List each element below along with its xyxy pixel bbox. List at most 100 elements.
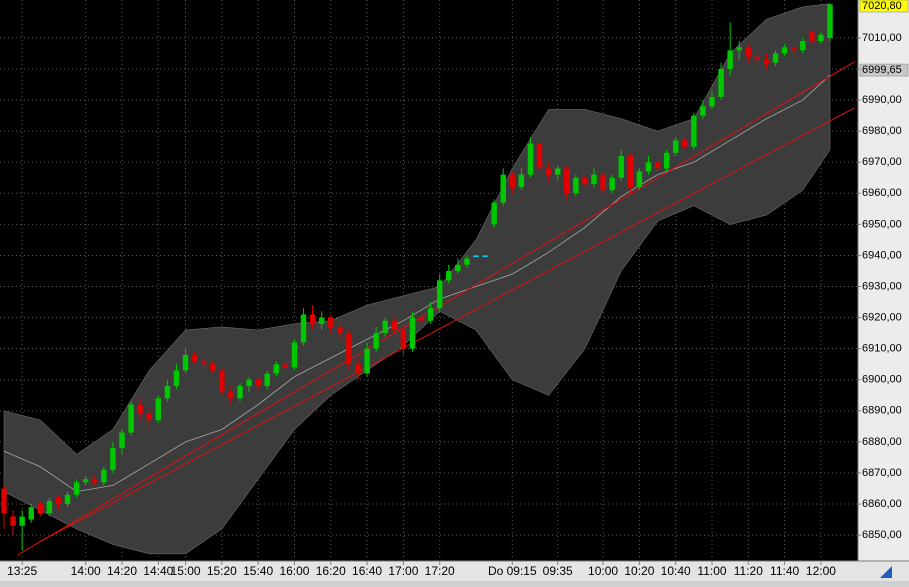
candle-body bbox=[128, 404, 134, 433]
candle-body bbox=[373, 333, 379, 349]
y-tick-label: 6870,00 bbox=[862, 467, 902, 479]
candle-body bbox=[10, 516, 16, 526]
candle-body bbox=[46, 500, 53, 514]
candle-body bbox=[754, 56, 761, 60]
candle-body bbox=[200, 361, 207, 365]
y-tick-label: 6890,00 bbox=[862, 405, 902, 417]
candle-body bbox=[573, 177, 579, 194]
x-tick-label: 11:00 bbox=[697, 564, 726, 578]
candle-body bbox=[464, 258, 470, 265]
candle-body bbox=[709, 96, 715, 107]
candle-body bbox=[1, 488, 7, 514]
candle-body bbox=[355, 364, 361, 374]
candle-body bbox=[228, 392, 234, 399]
candle-body bbox=[800, 41, 806, 51]
candle-body bbox=[554, 168, 561, 175]
candle-body bbox=[618, 156, 624, 178]
candle-body bbox=[328, 317, 334, 327]
candle-body bbox=[119, 432, 125, 449]
candle-body bbox=[155, 398, 162, 421]
marks-layer bbox=[1, 3, 833, 551]
candle-body bbox=[654, 162, 661, 169]
x-tick-label: 11:20 bbox=[734, 564, 763, 578]
candle-body bbox=[727, 50, 733, 69]
y-tick-label: 6910,00 bbox=[862, 343, 902, 355]
price-label-box bbox=[859, 0, 909, 13]
candle-body bbox=[591, 174, 597, 184]
labels-layer: 6850,00 6860,00 6870,00 6880,00 6890,00 6900,… bbox=[7, 0, 909, 578]
x-tick-label: 17:20 bbox=[425, 564, 455, 578]
x-tick-label: 14:40 bbox=[143, 564, 173, 578]
x-tick-label: 15:40 bbox=[243, 564, 273, 578]
candle-body bbox=[790, 47, 797, 51]
candle-body bbox=[318, 317, 325, 324]
candle-body bbox=[446, 270, 452, 281]
candle-body bbox=[582, 177, 588, 184]
candle-body bbox=[700, 106, 706, 116]
candle-body bbox=[64, 494, 71, 505]
x-tick-label: 14:00 bbox=[71, 564, 101, 578]
candle-body bbox=[482, 255, 488, 257]
candle-body bbox=[636, 171, 643, 188]
candle-body bbox=[37, 504, 44, 514]
x-tick-label: 09:35 bbox=[543, 564, 573, 578]
price-label-box bbox=[859, 63, 909, 77]
candle-body bbox=[173, 370, 180, 386]
candle-body bbox=[691, 115, 697, 147]
candle-body bbox=[255, 379, 261, 386]
x-tick-label: 10:20 bbox=[624, 564, 654, 578]
candle-body bbox=[827, 4, 833, 38]
candle-body bbox=[191, 354, 198, 362]
y-tick-label: 6900,00 bbox=[862, 374, 902, 386]
candle-body bbox=[509, 174, 516, 188]
candle-body bbox=[627, 156, 634, 188]
candle-body bbox=[545, 168, 552, 175]
candle-body bbox=[745, 47, 752, 57]
band-middle bbox=[3, 74, 831, 493]
candle-body bbox=[682, 140, 688, 147]
candle-body bbox=[609, 177, 615, 191]
y-tick-label: 6920,00 bbox=[862, 312, 902, 324]
candle-body bbox=[645, 162, 652, 172]
candle-body bbox=[391, 320, 398, 331]
candle-body bbox=[473, 255, 479, 257]
candle-body bbox=[500, 174, 506, 203]
candle-body bbox=[73, 482, 80, 495]
bands-layer bbox=[3, 3, 855, 556]
candle-body bbox=[772, 53, 779, 63]
candle-body bbox=[364, 348, 370, 374]
candle-body bbox=[564, 168, 570, 194]
x-tick-label: 16:40 bbox=[352, 564, 382, 578]
y-tick-label: 6950,00 bbox=[862, 218, 902, 230]
x-tick-label: 11:40 bbox=[770, 564, 799, 578]
candle-body bbox=[309, 314, 316, 324]
price-label: 7020,80 bbox=[862, 0, 902, 12]
y-tick-label: 6930,00 bbox=[862, 280, 902, 292]
candle-body bbox=[409, 317, 416, 349]
candle-body bbox=[55, 497, 62, 505]
candle-body bbox=[264, 373, 270, 386]
y-tick-label: 6880,00 bbox=[862, 436, 902, 448]
y-axis-background bbox=[858, 0, 909, 561]
candle-body bbox=[491, 202, 497, 225]
x-tick-label: 17:00 bbox=[388, 564, 418, 578]
scroll-icon[interactable] bbox=[880, 566, 892, 578]
candle-body bbox=[110, 448, 116, 470]
candle-body bbox=[300, 314, 307, 343]
sheet-tab-bar bbox=[0, 581, 909, 587]
x-tick-label: 13:25 bbox=[7, 564, 37, 578]
candle-body bbox=[182, 354, 189, 371]
candle-body bbox=[736, 47, 742, 51]
x-tick-label: 15:20 bbox=[207, 564, 237, 578]
candle-body bbox=[663, 152, 670, 169]
candle-body bbox=[210, 364, 216, 371]
x-tick-label: 10:40 bbox=[661, 564, 691, 578]
candle-body bbox=[400, 330, 407, 349]
y-tick-label: 6860,00 bbox=[862, 498, 902, 510]
band-area bbox=[3, 3, 831, 555]
x-tick-label: 16:00 bbox=[279, 564, 309, 578]
x-tick-label: 12:00 bbox=[806, 564, 836, 578]
trend-line bbox=[40, 107, 855, 542]
price-label: 6999,65 bbox=[862, 64, 902, 76]
y-tick-label: 6980,00 bbox=[862, 125, 902, 137]
